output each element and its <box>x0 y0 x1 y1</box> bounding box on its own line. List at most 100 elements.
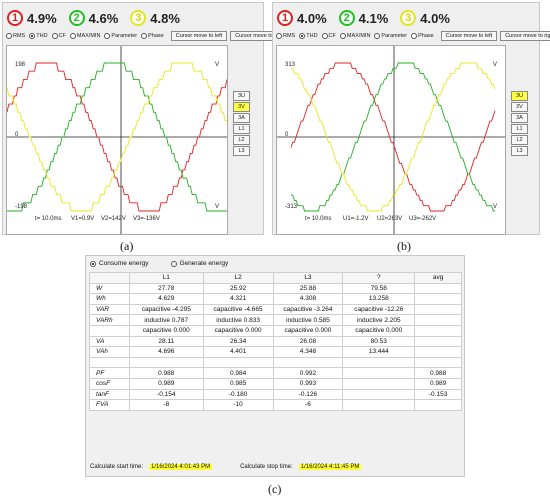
table-cell: capacitive -4.665 <box>202 303 274 316</box>
side-button-3v[interactable]: 3V <box>511 102 528 112</box>
row-label: VAh <box>89 346 130 358</box>
waveform-svg <box>277 46 505 234</box>
y-top-label: 198 <box>15 62 26 68</box>
table-row: VAR capacitive -4.295 capacitive -4.665 cap… <box>89 303 462 316</box>
table-row: Wh 4.629 4.321 4.308 13.258 <box>89 293 462 305</box>
mode-cf[interactable]: CF <box>51 33 66 39</box>
table-cell: capacitive 0.000 <box>272 324 344 337</box>
table-row: capacitive 0.000 capacitive 0.000 capaciti… <box>89 324 462 337</box>
cursor-left-button[interactable]: Cursor move to left <box>440 31 498 41</box>
table-row: PF 0.988 0.984 0.992 0.988 <box>89 367 462 379</box>
side-button-l2[interactable]: L2 <box>511 135 528 145</box>
phase-1-trace <box>290 62 496 212</box>
side-button-l1[interactable]: L1 <box>511 124 528 134</box>
thd-phase-3: 3 4.8% <box>130 10 180 26</box>
v2-readout: V2=142V <box>101 216 126 222</box>
side-button-l3[interactable]: L3 <box>233 146 250 156</box>
table-cell: 28.11 <box>128 335 204 348</box>
consume-energy-radio[interactable]: Consume energy <box>90 260 149 267</box>
side-button-3v[interactable]: 3V <box>233 102 250 112</box>
row-label: cosF <box>89 377 130 390</box>
side-button-3u[interactable]: 3U <box>233 91 250 101</box>
mode-thd[interactable]: THD <box>299 33 318 39</box>
v3-readout: V3=-136V <box>133 216 160 222</box>
phase-1-trace <box>6 62 228 212</box>
mode-parameter[interactable]: Parameter <box>104 33 137 39</box>
table-cell: 4.696 <box>128 346 204 358</box>
table-row <box>89 356 462 369</box>
table-cell: 4.348 <box>272 346 344 358</box>
table-cell: 4.629 <box>128 293 204 305</box>
mode-maxmin[interactable]: MAX/MIN <box>339 33 370 39</box>
table-cell: capacitive 0.000 <box>342 324 416 337</box>
unit-label: V <box>492 62 497 68</box>
phase-3-trace <box>291 62 496 212</box>
mode-phase[interactable]: Phase <box>411 33 434 39</box>
waveform-plot[interactable]: 313 0 -313 V V t= 10.0ms U1=-1.2V U2=263… <box>276 45 506 235</box>
table-cell: -6 <box>272 399 344 411</box>
side-button-l2[interactable]: L2 <box>233 135 250 145</box>
thd-phase-2: 2 4.1% <box>338 10 389 26</box>
side-button-3u[interactable]: 3U <box>511 91 528 101</box>
row-label: W <box>89 282 130 295</box>
table-cell: capacitive 0.000 <box>202 324 274 337</box>
row-label <box>89 356 130 369</box>
table-cell <box>414 303 462 316</box>
side-button-3a[interactable]: 3A <box>233 113 250 123</box>
y-bot-label: -313 <box>285 204 298 210</box>
cursor-right-button[interactable]: Cursor move to right <box>500 31 550 41</box>
thd-phase-2: 2 4.6% <box>68 10 118 26</box>
header-cell: L2 <box>202 272 274 284</box>
table-cell <box>128 356 204 369</box>
stop-time-value: 1/16/2024 4:11:45 PM <box>298 464 362 470</box>
side-button-3a[interactable]: 3A <box>511 113 528 123</box>
table-cell: 26.08 <box>272 335 344 348</box>
cursor-left-button[interactable]: Cursor move to left <box>170 31 228 41</box>
table-cell <box>342 356 416 369</box>
row-label: PF <box>89 367 130 379</box>
mode-controls: RMS THD CF MAX/MIN Parameter Phase Curso… <box>276 30 550 42</box>
table-cell <box>342 377 416 390</box>
mode-parameter[interactable]: Parameter <box>374 33 407 39</box>
mode-maxmin[interactable]: MAX/MIN <box>69 33 100 39</box>
table-cell <box>414 293 462 305</box>
energy-table: L1 L2 L3 ? avg W 27.78 25.92 25.88 79.58 Wh 4.… <box>89 272 462 411</box>
table-cell: 25.92 <box>202 282 274 295</box>
table-cell <box>272 356 344 369</box>
table-cell <box>414 324 462 337</box>
side-button-l1[interactable]: L1 <box>233 124 250 134</box>
mode-controls: RMS THD CF MAX/MIN Parameter Phase Curso… <box>6 30 291 42</box>
table-cell <box>414 335 462 348</box>
y-mid-label: 0 <box>15 132 19 138</box>
time-readout: t= 10.0ms <box>35 216 62 222</box>
table-cell <box>414 356 462 369</box>
generate-energy-radio[interactable]: Generate energy <box>170 260 228 267</box>
thd-value: 4.1% <box>358 10 389 26</box>
phase-3-badge: 3 <box>400 10 417 26</box>
waveforms <box>6 62 228 212</box>
table-cell: 4.401 <box>202 346 274 358</box>
table-cell: 0.989 <box>414 377 462 390</box>
table-cell: 0.988 <box>414 367 462 379</box>
table-row: VAh 4.696 4.401 4.348 13.444 <box>89 346 462 358</box>
start-time-label: Calculate start time: <box>90 464 144 470</box>
thd-phase-1: 1 4.9% <box>7 10 57 26</box>
mode-phase[interactable]: Phase <box>141 33 164 39</box>
phase-3-trace <box>6 62 227 212</box>
table-cell: 0.988 <box>128 367 204 379</box>
mode-cf[interactable]: CF <box>321 33 336 39</box>
mode-rms[interactable]: RMS <box>6 33 25 39</box>
waveform-plot[interactable]: 198 0 -198 V V t= 10.0ms V1=0.9V V2=142V… <box>6 45 228 235</box>
mode-rms[interactable]: RMS <box>276 33 295 39</box>
table-cell: -8 <box>128 399 204 411</box>
v1-readout: V1=0.9V <box>71 216 95 222</box>
side-button-l3[interactable]: L3 <box>511 146 528 156</box>
mode-thd[interactable]: THD <box>29 33 48 39</box>
table-cell: capacitive -3.264 <box>272 303 344 316</box>
header-cell: ? <box>342 272 416 284</box>
phase-1-badge: 1 <box>7 10 23 26</box>
header-cell: L1 <box>128 272 204 284</box>
table-row: VARh inductive 0.787 inductive 0.833 induct… <box>89 314 462 326</box>
unit-label: V <box>492 204 497 210</box>
table-cell: inductive 0.585 <box>272 314 344 326</box>
